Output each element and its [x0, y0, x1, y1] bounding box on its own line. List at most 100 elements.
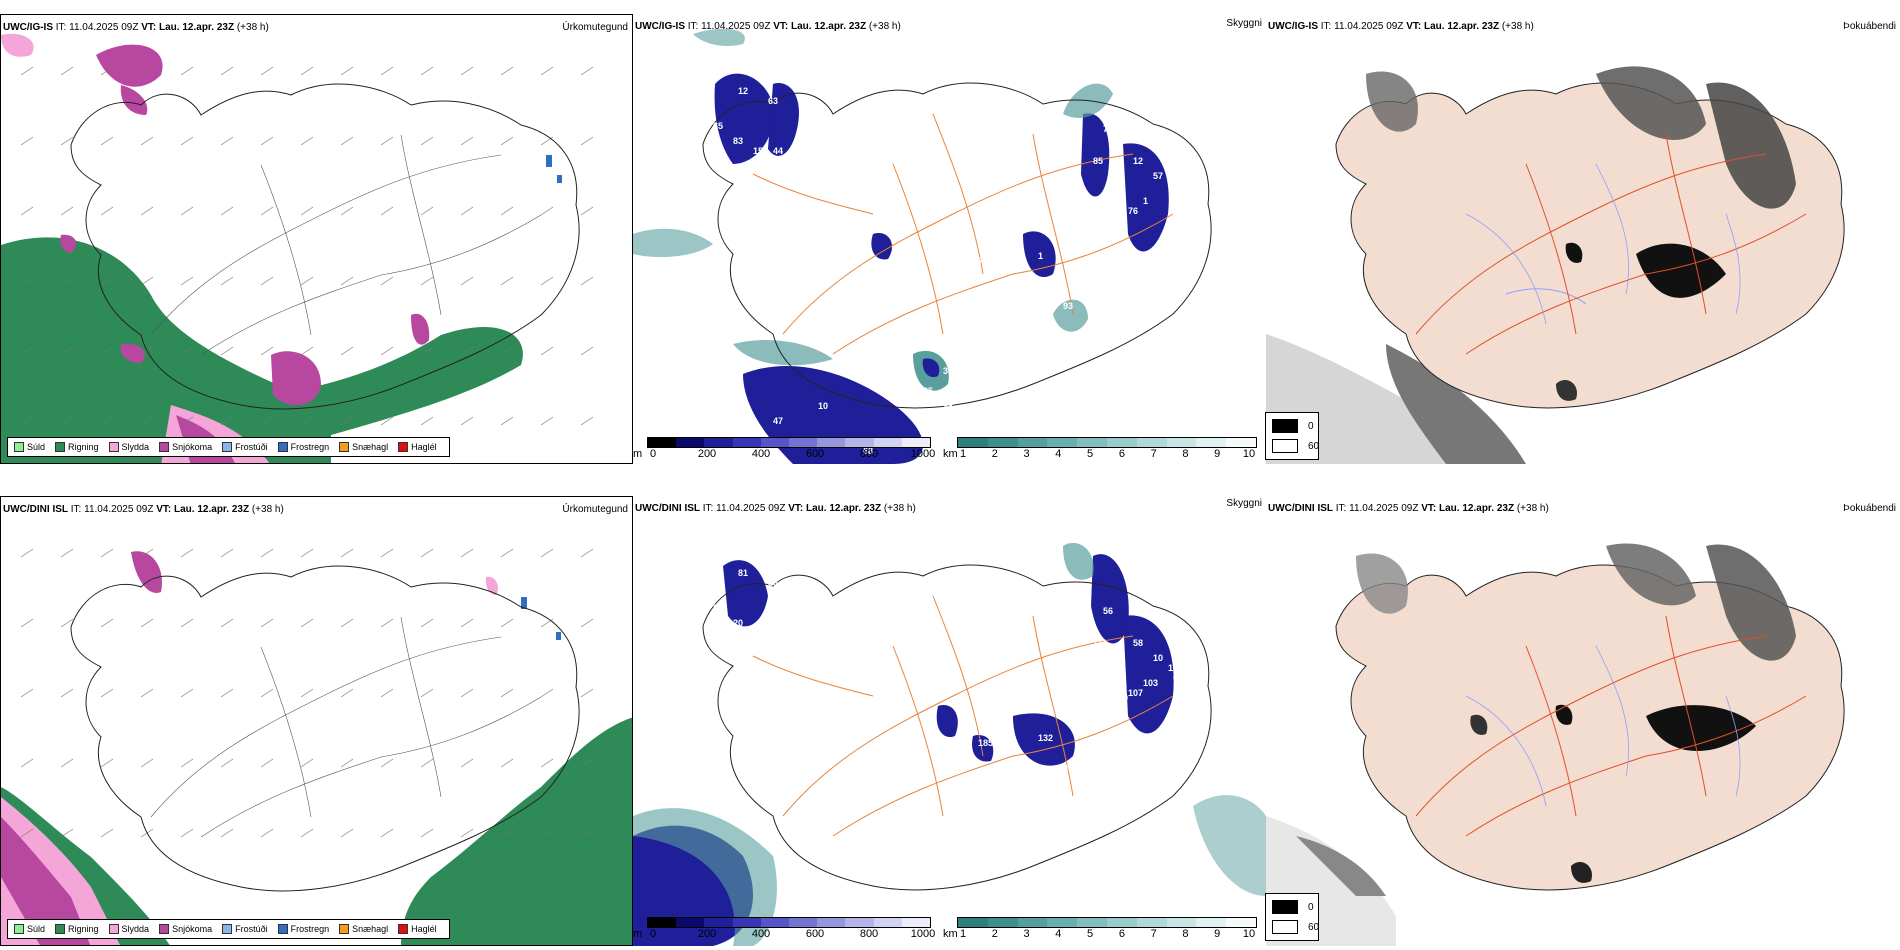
legend-swatch	[108, 924, 119, 934]
legend-tick: 1	[959, 928, 967, 940]
precip-legend-item: Súld	[14, 924, 45, 934]
legend-color-step	[1196, 438, 1227, 447]
cloud-base-value-label: 68	[863, 446, 873, 456]
legend-color-step	[789, 438, 818, 447]
legend-swatch	[14, 442, 24, 452]
legend-tick: 7	[1150, 448, 1157, 460]
fog-legend-top: 0 60	[1265, 412, 1319, 460]
cloud-base-value-label: 20	[773, 628, 783, 638]
fog-legend-row: 0	[1272, 419, 1314, 433]
cloud-base-value-label: 103	[1143, 678, 1158, 688]
legend-color-step	[1136, 438, 1167, 447]
legend-color-step	[817, 918, 846, 927]
cloud-base-value-label: 185	[978, 738, 993, 748]
it-value: 11.04.2025 09Z	[701, 21, 771, 32]
legend-color-step	[901, 918, 931, 927]
precip-map-top	[1, 33, 594, 463]
legend-color-step	[817, 438, 846, 447]
legend-tick: 600	[805, 448, 825, 460]
model-name: UWC/IG-IS	[635, 21, 685, 32]
cloud-base-value-label: 84	[1103, 693, 1113, 703]
cloud-base-panel-bottom: 10 81 86 20 123 72 20 201 20 79 79 62 61 56 111 58 10 10 6…	[633, 496, 1266, 946]
iceland-outline	[702, 82, 1212, 409]
cloud-base-value-label: 72	[818, 603, 828, 613]
fog-legend-row: 0	[1272, 900, 1314, 914]
legend-color-step	[901, 438, 931, 447]
cloud-base-value-label: 25	[748, 66, 758, 76]
legend-color-step	[789, 918, 818, 927]
model-name: UWC/DINI ISL	[3, 504, 68, 515]
legend-tick: 4	[1055, 448, 1062, 460]
legend-color-step	[1226, 438, 1256, 447]
legend-swatch	[108, 442, 119, 452]
legend-color-step	[676, 918, 705, 927]
legend-tick: 3	[1023, 928, 1030, 940]
cloud-base-value-label: 63	[1168, 181, 1178, 191]
it-label: IT:	[702, 503, 714, 514]
cloud-base-value-label: 10	[1153, 653, 1163, 663]
cloud-base-value-label: 83	[733, 136, 743, 146]
fog-legend-value: 60	[1308, 921, 1320, 933]
cloud-base-value-label: 159	[1113, 693, 1128, 703]
legend-tick: 1000	[910, 448, 936, 460]
legend-tick: 9	[1214, 448, 1221, 460]
cloud-base-value-label: 65	[713, 121, 723, 131]
legend-color-step	[845, 438, 874, 447]
legend-swatch	[14, 924, 24, 934]
it-value: 11.04.2025 09Z	[716, 503, 786, 514]
model-name: UWC/IG-IS	[1268, 21, 1318, 32]
iceland-land	[1335, 82, 1845, 409]
vt-label: VT:	[1421, 503, 1437, 514]
legend-swatch	[159, 924, 170, 934]
legend-tick: 3	[1023, 448, 1030, 460]
precip-type-title: Úrkomutegund	[562, 22, 628, 33]
roads	[1415, 133, 1807, 355]
fog-map-bottom	[1266, 543, 1845, 946]
cloud-base-value-label: 132	[1038, 733, 1053, 743]
panel-title: UWC/DINI ISL IT: 11.04.2025 09Z VT: Lau.…	[1268, 503, 1549, 514]
legend-label: Frostregn	[290, 442, 330, 452]
legend-swatch	[55, 924, 66, 934]
legend-color-step	[760, 918, 790, 927]
roads	[150, 616, 542, 838]
cloud-base-value-label: 100	[943, 746, 958, 756]
fog-legend-value: 0	[1308, 901, 1314, 913]
vt-label: VT:	[1406, 21, 1422, 32]
cloud-base-value-label: 4	[783, 191, 788, 201]
cloud-base-value-label: 30	[943, 366, 953, 376]
legend-tick: 4	[1055, 928, 1062, 940]
legend-label: Haglél	[411, 442, 437, 452]
precip-areas	[1, 551, 632, 945]
cloud-base-value-label: 76	[1128, 206, 1138, 216]
legend-tick: 200	[697, 928, 717, 940]
precip-type-panel-bottom: UWC/DINI ISL IT: 11.04.2025 09Z VT: Lau.…	[0, 496, 633, 946]
panel-title: UWC/IG-IS IT: 11.04.2025 09Z VT: Lau. 12…	[1268, 21, 1534, 32]
it-value: 11.04.2025 09Z	[1349, 503, 1419, 514]
precip-legend-item: Slydda	[108, 924, 149, 934]
fog-index-title: Þokuábendi	[1843, 21, 1896, 32]
lead-time: (+38 h)	[1516, 503, 1549, 514]
vt-value: Lau. 12.apr. 23Z	[1439, 503, 1515, 514]
legend-color-bar	[957, 917, 1257, 928]
vt-value: Lau. 12.apr. 23Z	[1424, 21, 1500, 32]
legend-color-step	[1226, 918, 1256, 927]
legend-swatch	[277, 442, 288, 452]
legend-color-step	[732, 918, 761, 927]
precip-legend-item: Frostregn	[277, 924, 329, 934]
legend-tick: 6	[1118, 448, 1125, 460]
cloud-base-value-label: 71	[1058, 281, 1068, 291]
precip-legend-item: Rigning	[55, 924, 99, 934]
lead-time: (+38 h)	[868, 21, 901, 32]
vt-value: Lau. 12.apr. 23Z	[174, 504, 250, 515]
legend-tick: 1000	[910, 928, 936, 940]
roads	[1415, 615, 1807, 837]
cloud-base-value-label: 63	[768, 96, 778, 106]
legend-tick: 8	[1182, 448, 1189, 460]
cloud-base-value-label: 10	[828, 361, 838, 371]
legend-color-step	[1196, 918, 1227, 927]
cloud-base-value-label: 10	[818, 401, 828, 411]
cloud-base-value-label: 56	[1103, 606, 1113, 616]
